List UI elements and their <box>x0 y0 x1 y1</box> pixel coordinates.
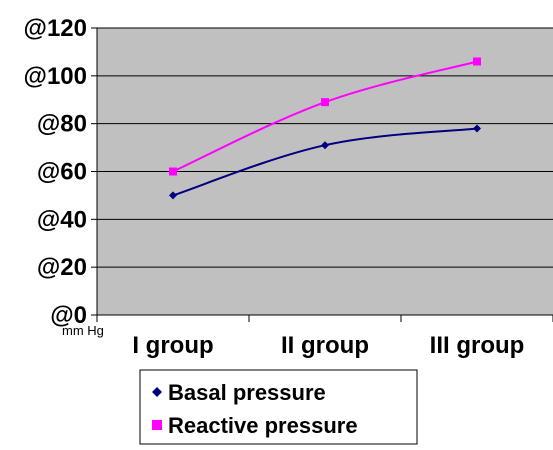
series-reactive-pressure <box>169 57 481 176</box>
legend-marker-square <box>152 420 162 430</box>
data-point-diamond <box>473 124 481 133</box>
unit-label: mm Hg <box>62 323 104 338</box>
legend-marker-diamond <box>152 387 162 397</box>
x-category-label: II group <box>281 332 369 359</box>
x-category-label: III group <box>430 332 525 359</box>
data-point-square <box>321 98 329 107</box>
data-point-diamond <box>321 141 329 150</box>
data-point-square <box>169 167 177 176</box>
x-category-label: I group <box>132 332 213 359</box>
y-tick-label: @120 <box>24 15 87 42</box>
y-tick-label: @100 <box>24 63 87 90</box>
legend-label: Basal pressure <box>168 380 326 405</box>
x-axis-ticks: I group II group III group <box>96 315 553 359</box>
data-point-diamond <box>169 191 177 200</box>
y-axis-ticks: @0 @20 @40 @60 @80 @100 @120 <box>24 15 97 329</box>
y-tick-label: @40 <box>37 206 87 233</box>
y-tick-label: @80 <box>37 111 87 138</box>
legend-box <box>139 369 418 445</box>
y-tick-label: @60 <box>37 159 87 186</box>
y-tick-label: @0 <box>50 302 87 329</box>
y-tick-label: @20 <box>37 254 87 281</box>
legend-label: Reactive pressure <box>168 413 358 438</box>
series-basal-pressure <box>169 124 481 200</box>
series-lines <box>169 57 481 200</box>
legend: Basal pressure Reactive pressure <box>139 369 418 445</box>
data-point-square <box>473 57 481 66</box>
